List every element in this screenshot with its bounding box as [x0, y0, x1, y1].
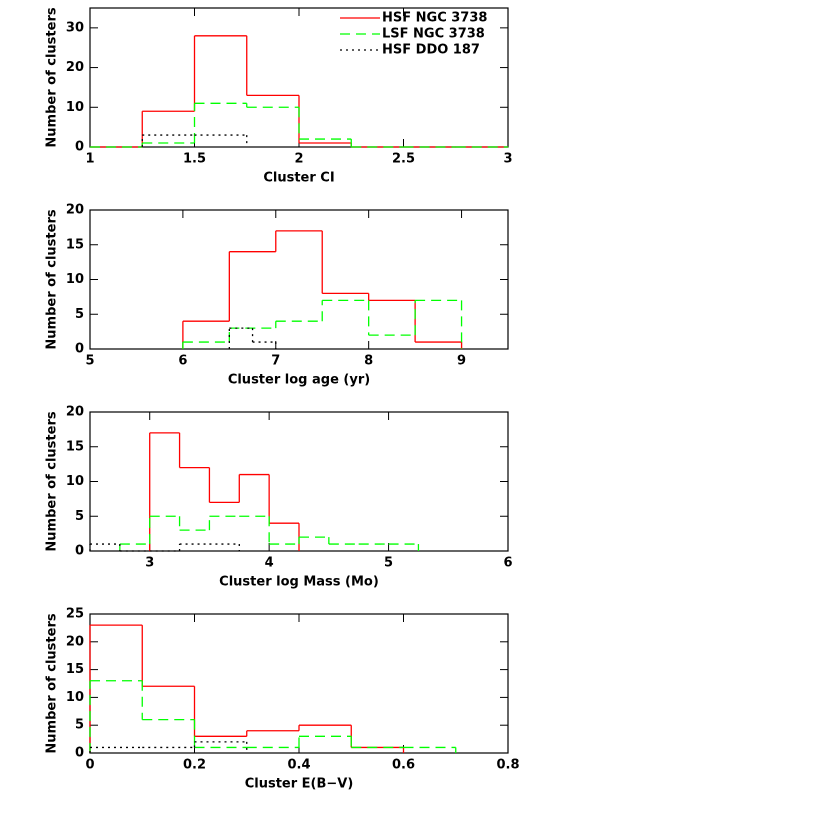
- x-tick-label: 0.4: [287, 758, 310, 773]
- y-tick-label: 30: [66, 20, 84, 35]
- y-tick-label: 15: [66, 662, 84, 677]
- legend-label: HSF NGC 3738: [382, 11, 487, 26]
- y-tick-label: 20: [66, 203, 84, 218]
- x-tick-label: 0.2: [183, 758, 206, 773]
- x-tick-label: 0.8: [496, 758, 519, 773]
- y-axis-label: Number of clusters: [45, 613, 60, 753]
- y-tick-label: 15: [66, 439, 84, 454]
- y-tick-label: 10: [66, 690, 84, 705]
- legend-label: LSF NGC 3738: [382, 27, 485, 42]
- y-tick-label: 5: [75, 718, 84, 733]
- x-tick-label: 8: [364, 354, 373, 369]
- y-tick-label: 20: [66, 634, 84, 649]
- x-tick-label: 3: [145, 556, 154, 571]
- x-tick-label: 5: [85, 354, 94, 369]
- y-tick-label: 20: [66, 60, 84, 75]
- y-tick-label: 5: [75, 307, 84, 322]
- x-axis-label: Cluster CI: [263, 171, 334, 186]
- y-tick-label: 10: [66, 474, 84, 489]
- y-tick-label: 15: [66, 237, 84, 252]
- x-tick-label: 6: [178, 354, 187, 369]
- y-tick-label: 0: [75, 746, 84, 761]
- y-tick-label: 0: [75, 140, 84, 155]
- x-tick-label: 2.5: [392, 152, 415, 167]
- y-tick-label: 25: [66, 607, 84, 622]
- x-tick-label: 1.5: [183, 152, 206, 167]
- x-axis-label: Cluster log age (yr): [228, 373, 370, 388]
- plot-frame: [89, 613, 509, 754]
- x-axis-label: Cluster E(B−V): [245, 777, 354, 792]
- y-tick-label: 10: [66, 272, 84, 287]
- x-tick-label: 7: [271, 354, 280, 369]
- x-tick-label: 1: [85, 152, 94, 167]
- y-tick-label: 20: [66, 405, 84, 420]
- x-tick-label: 5: [384, 556, 393, 571]
- y-tick-label: 0: [75, 342, 84, 357]
- legend-label: HSF DDO 187: [382, 43, 480, 58]
- y-tick-label: 10: [66, 100, 84, 115]
- y-axis-label: Number of clusters: [45, 411, 60, 551]
- x-tick-label: 3: [503, 152, 512, 167]
- x-tick-label: 2: [294, 152, 303, 167]
- y-tick-label: 5: [75, 509, 84, 524]
- x-axis-label: Cluster log Mass (Mo): [219, 575, 379, 590]
- x-tick-label: 6: [503, 556, 512, 571]
- x-tick-label: 0.6: [392, 758, 415, 773]
- y-axis-label: Number of clusters: [45, 7, 60, 147]
- x-tick-label: 9: [457, 354, 466, 369]
- x-tick-label: 4: [265, 556, 274, 571]
- y-axis-label: Number of clusters: [45, 209, 60, 349]
- y-tick-label: 0: [75, 544, 84, 559]
- x-tick-label: 0: [85, 758, 94, 773]
